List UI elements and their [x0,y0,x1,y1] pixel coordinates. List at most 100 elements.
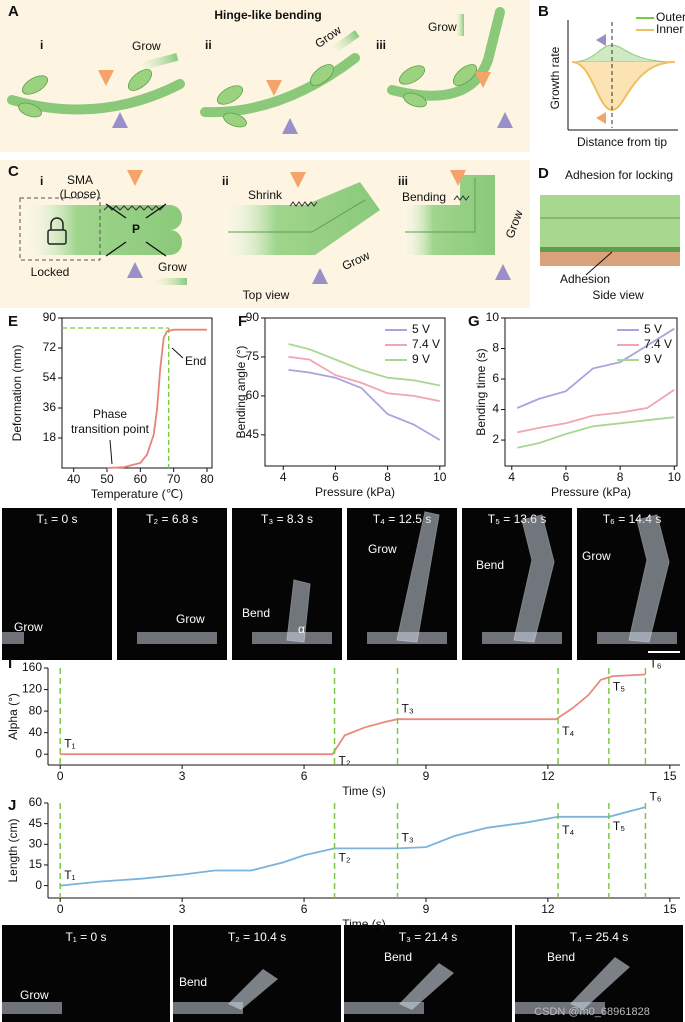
shrink-label: Shrink [248,188,283,202]
locked-label: Locked [31,265,70,279]
series-line [288,369,441,441]
bend-label: Bend [384,950,412,964]
ground [540,252,680,266]
x-tick-label: 10 [668,470,682,484]
x-tick-label: 6 [301,769,308,783]
robot-base [2,1002,62,1014]
y-axis-label: Growth rate [548,46,562,109]
x-tick-label: 10 [433,470,447,484]
frame-time: T₂ = 10.4 s [228,930,286,944]
robot-body [399,963,454,1010]
p-label: P [132,222,140,236]
spring [453,195,470,201]
robot-body [286,579,311,643]
sub-label: ii [205,38,212,52]
view-label: Top view [243,288,290,302]
x-axis-label: Pressure (kPa) [551,485,631,499]
x-axis-label: Pressure (kPa) [315,485,395,499]
event-label: T₅ [613,819,625,833]
stem [200,53,360,118]
sub-label: ii [222,174,229,188]
adhesion-layer [540,247,680,252]
sub-label: i [40,38,43,52]
x-tick-label: 60 [134,472,148,486]
panel-b: B Outer Inner Growth rate Distance from … [538,3,685,149]
sub-label: i [40,174,43,188]
event-label: T₄ [562,724,574,738]
force-arrows [105,203,167,257]
bending-label: Bending [402,190,446,204]
y-axis-label: Deformation (mm) [10,345,24,442]
x-axis-label: Temperature (℃) [91,487,183,501]
triangle [127,262,143,278]
y-tick-label: 18 [43,430,57,444]
x-tick-label: 8 [384,470,391,484]
x-tick-label: 6 [301,902,308,916]
panel-d: D Adhesion for locking Adhesion Side vie… [538,165,680,302]
y-tick-label: 160 [22,660,42,674]
legend-label: Outer [656,10,685,24]
frame-time: T₁ = 0 s [65,930,106,944]
series-line [288,343,440,387]
legend-label: 7.4 V [412,337,440,351]
pointer [585,251,613,276]
frame-time: T₄ = 12.5 s [373,512,432,526]
y-tick-label: 0 [35,746,42,760]
grow-label: Grow [14,620,43,634]
y-tick-label: 36 [43,400,57,414]
bend-label: Bend [476,558,504,572]
x-tick-label: 0 [57,902,64,916]
y-tick-label: 120 [22,682,42,696]
x-tick-label: 4 [508,470,515,484]
tube [540,195,680,247]
x-axis-label: Time (s) [342,917,386,931]
event-label: T₄ [562,823,574,837]
x-tick-label: 4 [280,470,287,484]
event-label: T₁ [64,736,75,750]
y-tick-label: 6 [492,371,499,385]
x-axis-label: Distance from tip [577,135,667,149]
grow-label: Grow [176,612,205,626]
grow-arrow [155,278,187,285]
y-tick-label: 60 [246,388,260,402]
triangle [596,34,606,46]
event-label: T₃ [402,701,414,715]
tube-seam [405,178,476,233]
bend-label: Bend [179,975,207,989]
adhesion-label: Adhesion [560,272,610,286]
bend-label: Bend [547,950,575,964]
triangle [312,268,328,284]
legend-label: 5 V [412,322,430,336]
panel-label: D [538,165,549,182]
x-tick-label: 15 [663,769,677,783]
y-tick-label: 40 [29,725,43,739]
robot-body [396,511,440,643]
triangles [98,70,513,134]
event-label: T₆ [649,657,661,671]
alpha-label: α [298,622,305,636]
event-label: T₂ [339,753,351,767]
event-label: T₂ [339,851,351,865]
robot-body [513,514,555,643]
panel-title: Hinge-like bending [214,8,321,22]
y-tick-label: 2 [492,432,499,446]
inner-curve [571,61,676,112]
annotation: Phase [93,407,127,421]
tube [20,205,182,230]
x-tick-label: 3 [179,902,186,916]
panel-label: B [538,3,549,20]
panel-label: C [8,163,19,180]
plot-frame [504,317,678,467]
grow-arrow [456,14,464,36]
x-tick-label: 80 [200,472,214,486]
sub-label: iii [398,174,408,188]
event-label: T₅ [613,680,625,694]
y-tick-label: 72 [43,340,57,354]
triangle [596,112,606,124]
sma-label: (Loose) [60,187,101,201]
annotation-pointer [171,347,184,359]
annotation: transition point [71,422,150,436]
grow-label: Grow [428,20,457,34]
y-tick-label: 90 [43,310,57,324]
